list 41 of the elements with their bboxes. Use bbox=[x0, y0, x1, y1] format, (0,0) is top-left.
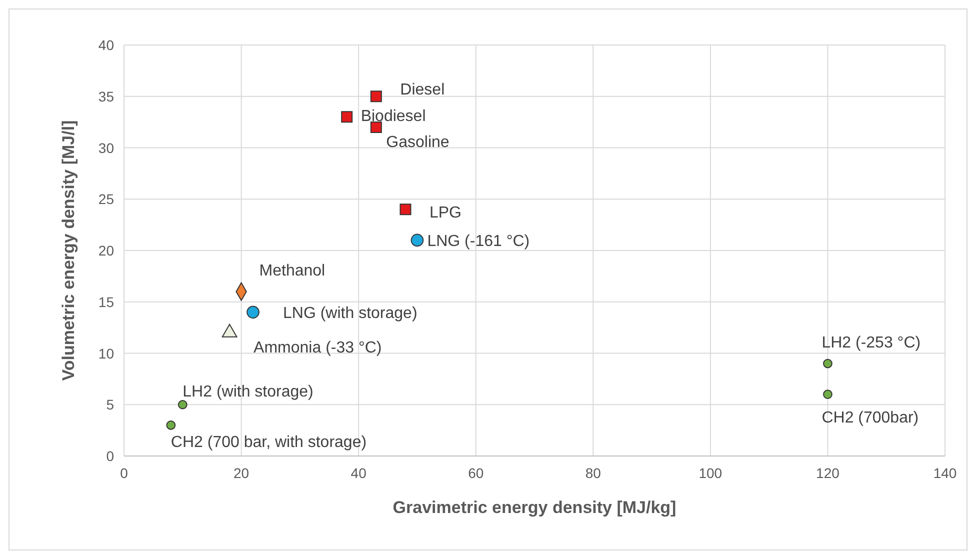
y-tick-label: 0 bbox=[106, 448, 114, 464]
point bbox=[246, 306, 260, 319]
x-tick-label: 140 bbox=[933, 465, 957, 481]
x-axis-title: Gravimetric energy density [MJ/kg] bbox=[392, 498, 676, 517]
y-tick-label: 5 bbox=[106, 396, 114, 413]
series-label: CH2 (700bar) bbox=[822, 409, 919, 426]
series-label: CH2 (700 bar, with storage) bbox=[170, 434, 367, 452]
y-tick-label: 10 bbox=[98, 345, 114, 362]
series-label: LPG bbox=[429, 204, 462, 222]
x-tick-label: 80 bbox=[585, 465, 602, 481]
point bbox=[410, 234, 424, 247]
point bbox=[166, 420, 176, 430]
point bbox=[370, 121, 382, 133]
series-label: Ammonia (-33 °C) bbox=[254, 340, 382, 357]
y-tick-label: 20 bbox=[98, 242, 114, 258]
y-tick-label: 40 bbox=[98, 37, 114, 53]
x-tick-label: 120 bbox=[816, 465, 840, 481]
x-tick-label: 60 bbox=[468, 465, 484, 481]
series-label: LH2 (with storage) bbox=[182, 384, 314, 401]
y-tick-label: 15 bbox=[98, 294, 114, 310]
y-tick-label: 35 bbox=[98, 88, 114, 104]
series-label: LNG (-161 °C) bbox=[427, 233, 530, 250]
series-label: Biodiesel bbox=[360, 108, 426, 125]
x-tick-label: 20 bbox=[233, 465, 250, 481]
x-tick-label: 100 bbox=[698, 465, 722, 481]
y-axis-title: Volumetric energy density [MJ/l] bbox=[59, 120, 78, 381]
point bbox=[341, 111, 353, 123]
series-label: Gasoline bbox=[386, 134, 450, 152]
x-tick-label: 40 bbox=[350, 465, 367, 481]
series-label: Methanol bbox=[259, 262, 326, 280]
point bbox=[178, 400, 188, 410]
series-label: LH2 (-253 °C) bbox=[822, 334, 921, 352]
series-label: LNG (with storage) bbox=[283, 305, 418, 322]
point bbox=[823, 358, 832, 368]
series-label: Diesel bbox=[400, 81, 445, 98]
x-tick-label: 0 bbox=[120, 465, 128, 481]
point bbox=[400, 204, 412, 216]
y-tick-label: 25 bbox=[98, 191, 114, 208]
point bbox=[823, 390, 832, 400]
y-tick-label: 30 bbox=[98, 140, 114, 156]
point bbox=[370, 90, 382, 102]
